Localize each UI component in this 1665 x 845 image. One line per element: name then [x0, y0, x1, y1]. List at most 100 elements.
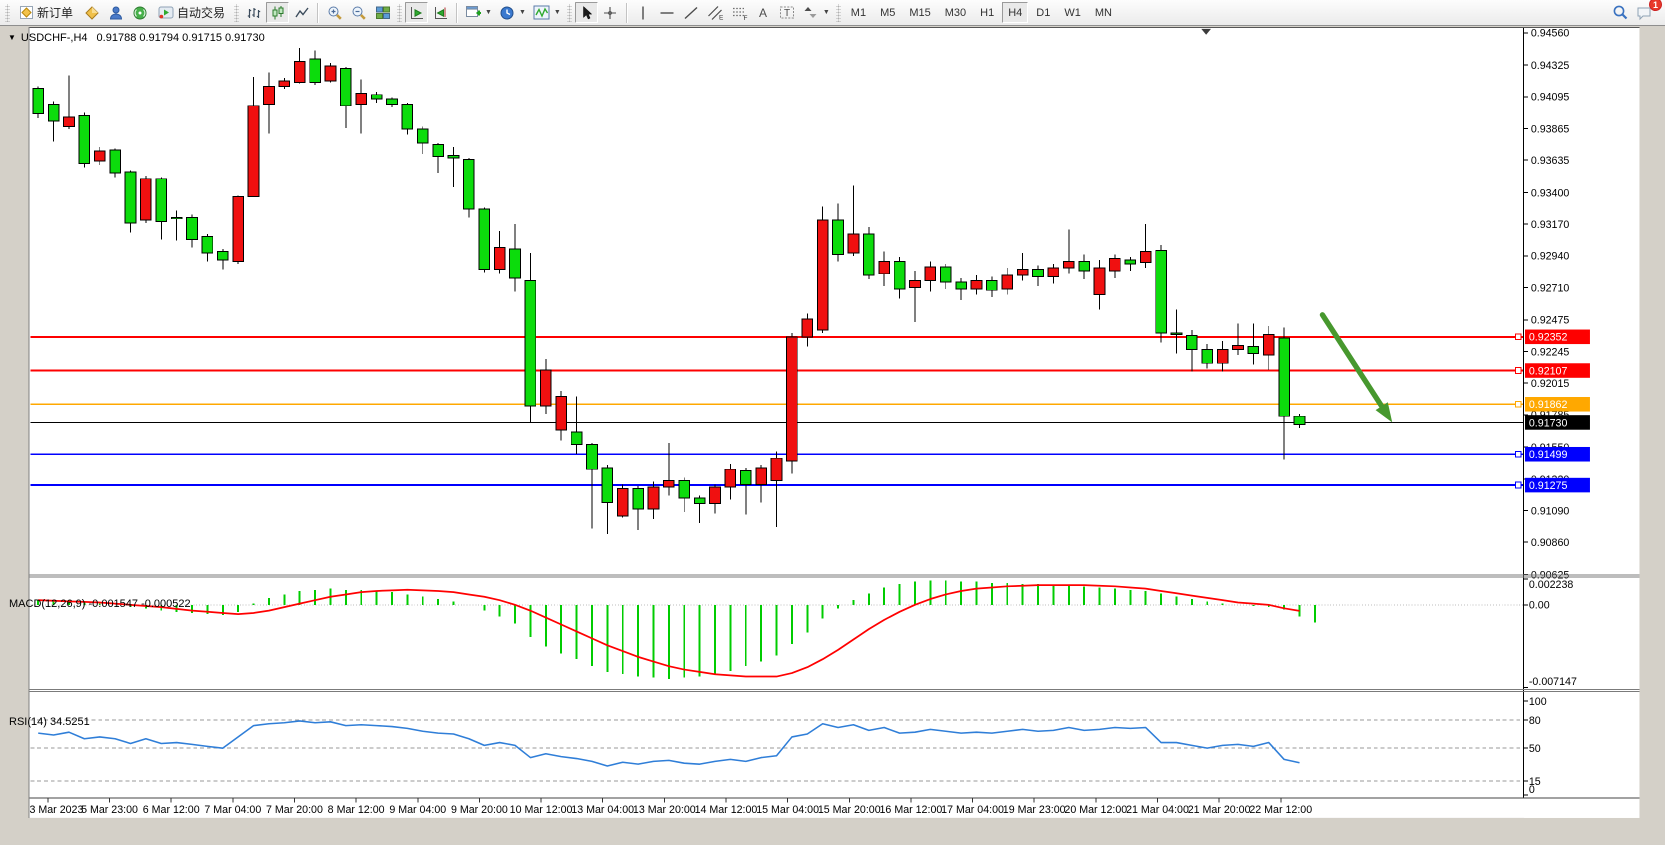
search-button[interactable] [1609, 2, 1632, 23]
svg-text:0.91730: 0.91730 [1529, 417, 1568, 429]
svg-text:0.91275: 0.91275 [1529, 480, 1568, 492]
period-button[interactable]: ▼ [496, 2, 529, 23]
fibonacci-button[interactable]: F [728, 2, 751, 23]
timeframe-m1[interactable]: M1 [850, 6, 867, 19]
signal-globe-icon [133, 6, 147, 19]
svg-text:7 Mar 20:00: 7 Mar 20:00 [266, 804, 323, 816]
svg-text:0.92475: 0.92475 [1531, 315, 1570, 327]
market-depth-button[interactable] [80, 2, 103, 23]
svg-text:15 Mar 04:00: 15 Mar 04:00 [756, 804, 819, 816]
svg-text:0.002238: 0.002238 [1529, 579, 1574, 591]
tile-windows-button[interactable] [371, 2, 394, 23]
horizontal-line-button[interactable] [656, 2, 679, 23]
svg-text:0.91862: 0.91862 [1529, 399, 1568, 411]
equidistant-channel-button[interactable]: E [704, 2, 727, 23]
new-chart-icon [466, 6, 482, 17]
svg-text:0.92352: 0.92352 [1529, 332, 1568, 344]
cursor-button[interactable] [574, 2, 598, 23]
chart-area[interactable]: 0.94560 0.94325 0.94095 0.93865 0.93635 0.934… [0, 26, 1665, 845]
zoom-in-button[interactable] [323, 2, 346, 23]
svg-text:0.94560: 0.94560 [1531, 28, 1570, 40]
vertical-line-button[interactable] [632, 2, 655, 23]
arrows-icon [804, 7, 817, 18]
timeframe-h4[interactable]: H4 [1002, 2, 1029, 23]
timeframe-h1[interactable]: H1 [980, 6, 995, 19]
price-axis[interactable] [1546, 26, 1665, 822]
svg-text:8 Mar 12:00: 8 Mar 12:00 [328, 804, 385, 816]
timeframe-group: M1 M5 M15 M30 H1 H4 D1 W1 MN [844, 2, 1119, 23]
person-icon [109, 6, 122, 19]
svg-text:0.92245: 0.92245 [1531, 346, 1570, 358]
svg-text:50: 50 [1529, 743, 1541, 755]
svg-text:100: 100 [1529, 696, 1547, 708]
new-order-button[interactable]: 新订单 [13, 2, 79, 23]
timeframe-d1[interactable]: D1 [1036, 6, 1051, 19]
search-icon [1613, 5, 1628, 20]
svg-text:E: E [719, 14, 724, 21]
timeframe-m30[interactable]: M30 [944, 6, 967, 19]
svg-text:0.90860: 0.90860 [1531, 537, 1570, 549]
svg-text:15 Mar 20:00: 15 Mar 20:00 [818, 804, 881, 816]
toolbar: 新订单 自动交易 ▼ ▼ [0, 0, 1665, 26]
toolbar-grip [397, 3, 403, 22]
horizontal-line-icon [660, 11, 674, 14]
fibonacci-icon: F [732, 7, 747, 21]
crosshair-button[interactable] [599, 2, 622, 23]
svg-text:-0.007147: -0.007147 [1529, 676, 1577, 688]
svg-text:9 Mar 20:00: 9 Mar 20:00 [451, 804, 508, 816]
text-icon: A [759, 6, 767, 20]
svg-text:16 Mar 12:00: 16 Mar 12:00 [880, 804, 943, 816]
accounts-button[interactable] [104, 2, 127, 23]
text-label-icon: T [780, 6, 795, 19]
time-axis[interactable] [0, 823, 1545, 845]
svg-text:0: 0 [1529, 784, 1535, 796]
svg-text:15: 15 [1529, 776, 1541, 788]
toolbar-grip [5, 3, 10, 22]
trendline-icon [684, 6, 698, 19]
svg-text:0.93865: 0.93865 [1531, 123, 1570, 135]
timeframe-w1[interactable]: W1 [1064, 6, 1081, 19]
toolbar-separator [317, 2, 320, 23]
toolbar-grip [234, 3, 240, 22]
bar-chart-button[interactable] [242, 2, 265, 23]
indicators-button[interactable]: ▼ [530, 2, 564, 23]
timeframe-m15[interactable]: M15 [909, 6, 931, 19]
svg-text:0.00: 0.00 [1529, 600, 1550, 612]
new-chart-button[interactable]: ▼ [462, 2, 495, 23]
signals-button[interactable] [128, 2, 151, 23]
vertical-line-icon [642, 6, 645, 19]
svg-text:0.92015: 0.92015 [1531, 378, 1570, 390]
timeframe-mn[interactable]: MN [1094, 6, 1112, 19]
svg-text:0.93170: 0.93170 [1531, 219, 1570, 231]
crosshair-icon [604, 6, 617, 19]
zoom-out-button[interactable] [347, 2, 370, 23]
line-chart-button[interactable] [290, 2, 313, 23]
svg-text:14 Mar 12:00: 14 Mar 12:00 [695, 804, 758, 816]
svg-text:3 Mar 2023: 3 Mar 2023 [29, 804, 83, 816]
svg-text:20 Mar 12:00: 20 Mar 12:00 [1064, 804, 1127, 816]
svg-text:9 Mar 04:00: 9 Mar 04:00 [389, 804, 446, 816]
svg-text:21 Mar 20:00: 21 Mar 20:00 [1188, 804, 1251, 816]
toolbar-separator [625, 2, 628, 23]
chart-shift-button[interactable] [429, 2, 452, 23]
autotrading-button[interactable]: 自动交易 [152, 2, 231, 23]
svg-text:0.94325: 0.94325 [1531, 60, 1570, 72]
svg-text:0.92940: 0.92940 [1531, 251, 1570, 263]
dropdown-caret-icon: ▼ [518, 9, 526, 16]
chart-canvas[interactable]: 0.94560 0.94325 0.94095 0.93865 0.93635 0.934… [0, 26, 1665, 845]
svg-text:0.91499: 0.91499 [1529, 449, 1568, 461]
candlestick-chart-button[interactable] [266, 2, 290, 23]
auto-scroll-button[interactable] [405, 2, 429, 23]
text-button[interactable]: A [752, 2, 775, 23]
text-label-button[interactable]: T [776, 2, 799, 23]
arrows-button[interactable]: ▼ [800, 2, 833, 23]
svg-text:6 Mar 12:00: 6 Mar 12:00 [143, 804, 200, 816]
svg-text:80: 80 [1529, 715, 1541, 727]
notifications-button[interactable]: 1 [1633, 0, 1662, 23]
timeframe-m5[interactable]: M5 [880, 6, 896, 19]
tile-windows-icon [375, 6, 390, 19]
line-chart-icon [294, 7, 309, 17]
svg-text:7 Mar 04:00: 7 Mar 04:00 [204, 804, 261, 816]
svg-text:0.93400: 0.93400 [1531, 187, 1570, 199]
trendline-button[interactable] [680, 2, 703, 23]
